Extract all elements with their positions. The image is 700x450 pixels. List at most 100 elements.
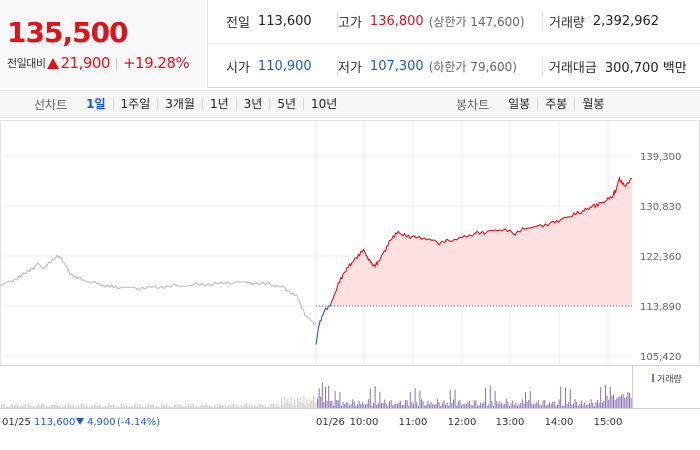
today-volume-bar xyxy=(507,402,509,408)
prev-volume-bar xyxy=(177,407,178,408)
prev-volume-bar xyxy=(194,406,196,408)
today-volume-bar xyxy=(497,404,499,408)
today-volume-bar xyxy=(509,405,510,408)
today-volume-bar xyxy=(617,396,619,408)
tab-5y[interactable]: 5년 xyxy=(270,98,305,110)
prev-volume-bar xyxy=(81,403,82,408)
prev-volume-bar xyxy=(15,403,17,408)
tab-monthly[interactable]: 월봉 xyxy=(582,97,605,111)
today-volume-bar xyxy=(374,386,376,408)
prev-volume-bar xyxy=(229,406,231,408)
prev-volume-bar xyxy=(92,405,94,408)
today-volume-bar xyxy=(574,399,576,408)
prev-volume-bar xyxy=(113,404,114,408)
prev-volume-bar xyxy=(231,403,233,408)
today-volume-bar xyxy=(446,403,448,408)
y-tick-label: 113,890 xyxy=(640,302,681,313)
today-volume-bar xyxy=(625,397,627,408)
prev-volume-bar xyxy=(121,403,122,408)
prev-volume-bar xyxy=(55,403,57,408)
low-label: 저가 xyxy=(338,60,362,76)
tab-weekly[interactable]: 주봉 xyxy=(538,98,576,110)
high-label: 고가 xyxy=(338,16,362,31)
today-volume-bar xyxy=(569,389,571,408)
tab-1y[interactable]: 1년 xyxy=(203,98,237,110)
today-volume-bar xyxy=(510,403,512,408)
today-volume-bar xyxy=(326,401,328,408)
tab-1w[interactable]: 1주일 xyxy=(114,98,159,110)
today-volume-bar xyxy=(438,402,440,408)
today-volume-bar xyxy=(582,404,584,408)
x-axis-label: 01/26 xyxy=(316,417,345,428)
today-volume-bar xyxy=(462,404,464,408)
today-volume-bar xyxy=(630,398,632,408)
today-volume-bar xyxy=(422,401,424,408)
tab-3m[interactable]: 3개월 xyxy=(158,98,203,110)
prev-volume-bar xyxy=(261,405,263,408)
prev-volume-bar xyxy=(17,405,18,408)
volume-value: 2,392,962 xyxy=(592,14,660,29)
tab-1d[interactable]: 1일 xyxy=(79,98,114,110)
today-volume-bar xyxy=(360,404,362,408)
today-volume-bar xyxy=(408,405,410,408)
today-volume-bar xyxy=(409,391,411,408)
info-row-1: 전일 113,600 고가 136,800 (상한가 147,600) 거래량 … xyxy=(208,0,700,44)
prev-volume-bar xyxy=(289,403,290,408)
today-volume-bar xyxy=(456,405,458,408)
change-row: 전일대비 21,900 +19.28% xyxy=(7,54,190,72)
prev-volume-bar xyxy=(204,405,206,408)
today-volume-bar xyxy=(601,402,603,408)
prev-volume-bar xyxy=(18,406,20,408)
prev-volume-bar xyxy=(109,404,111,408)
prev-volume-bar xyxy=(284,396,286,408)
prev-volume-bar xyxy=(236,404,238,408)
today-volume-bar xyxy=(477,405,478,408)
info-row-2: 시가 110,900 저가 107,300 (하한가 79,600) 거래대금 … xyxy=(208,44,700,88)
prev-volume-bar xyxy=(105,405,106,408)
today-volume-bar xyxy=(505,399,507,408)
x-axis-label: 11:00 xyxy=(399,417,428,428)
prev-volume-bar xyxy=(263,404,265,408)
prev-volume-bar xyxy=(228,404,230,408)
today-volume-bar xyxy=(366,403,368,408)
prev-volume-bar xyxy=(114,406,116,408)
prev-volume-bar xyxy=(205,403,207,408)
today-volume-bar xyxy=(328,385,330,408)
today-volume-bar xyxy=(461,405,462,408)
today-volume-bar xyxy=(437,399,438,408)
today-volume-bar xyxy=(549,403,550,408)
prev-volume-bar xyxy=(201,404,202,408)
today-volume-bar xyxy=(494,391,496,408)
prev-volume-bar xyxy=(225,406,226,408)
prev-volume-bar xyxy=(10,404,12,408)
tab-3y[interactable]: 3년 xyxy=(237,98,271,110)
prev-volume-bar xyxy=(4,406,6,408)
today-volume-bar xyxy=(553,401,555,408)
today-volume-bar xyxy=(473,400,475,408)
today-volume-bar xyxy=(526,401,528,408)
today-volume-bar xyxy=(448,405,450,408)
price-summary: 135,500 전일대비 21,900 +19.28% xyxy=(0,0,208,88)
tab-10y[interactable]: 10년 xyxy=(311,97,338,111)
today-volume-bar xyxy=(587,404,589,408)
today-volume-bar xyxy=(501,403,502,408)
prev-volume-bar xyxy=(149,405,151,408)
today-volume-bar xyxy=(337,400,339,408)
prev-volume-bar xyxy=(138,404,140,408)
today-volume-bar xyxy=(361,402,363,408)
today-volume-bar xyxy=(593,406,595,408)
today-volume-bar xyxy=(545,405,547,408)
prev-volume-bar xyxy=(237,406,239,408)
today-volume-bar xyxy=(544,400,546,408)
tab-daily[interactable]: 일봉 xyxy=(501,98,539,110)
prev-volume-bar xyxy=(188,403,190,408)
today-volume-bar xyxy=(557,404,558,408)
prev-volume-bar xyxy=(137,406,138,408)
today-volume-bar xyxy=(541,405,542,408)
today-volume-bar xyxy=(485,387,486,408)
prev-volume-bar xyxy=(165,403,167,408)
today-volume-bar xyxy=(489,385,491,408)
today-volume-bar xyxy=(481,403,483,408)
today-volume-bar xyxy=(590,399,592,408)
amount-label: 거래대금 xyxy=(549,60,597,76)
